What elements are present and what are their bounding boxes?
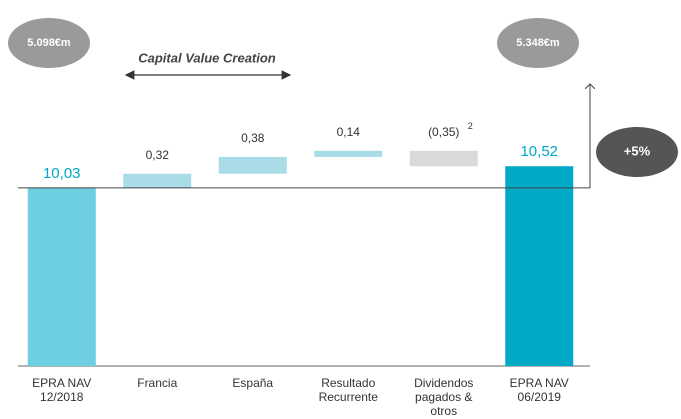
bar	[218, 156, 287, 174]
value-label: (0,35)	[428, 125, 459, 139]
x-tick-label: pagados &	[415, 390, 472, 404]
start-badge	[8, 18, 90, 68]
value-label: 0,38	[241, 131, 265, 145]
bar	[505, 166, 574, 366]
x-tick-label: Francia	[137, 376, 177, 390]
x-tick-label: Dividendos	[414, 376, 473, 390]
change-badge-label: +5%	[624, 143, 651, 158]
start-badge-label: 5.098€m	[27, 37, 71, 49]
x-tick-label: 12/2018	[40, 390, 84, 404]
value-label: 10,52	[520, 143, 558, 160]
end-badge-label: 5.348€m	[516, 37, 560, 49]
bar	[27, 187, 96, 366]
bar	[409, 150, 478, 167]
change-badge	[596, 127, 678, 177]
bracket-label: Capital Value Creation	[138, 50, 276, 65]
x-tick-label: Resultado	[321, 376, 375, 390]
x-tick-label: Recurrente	[319, 390, 379, 404]
end-badge	[497, 18, 579, 68]
value-label: 10,03	[43, 165, 81, 182]
bar	[314, 150, 383, 157]
footnote-mark: 2	[468, 121, 473, 131]
x-tick-label: España	[232, 376, 273, 390]
x-tick-label: EPRA NAV	[510, 376, 569, 390]
bar	[123, 173, 192, 188]
x-tick-label: otros	[430, 404, 457, 418]
x-tick-label: EPRA NAV	[32, 376, 91, 390]
value-label: 0,14	[337, 125, 361, 139]
x-tick-label: 06/2019	[518, 390, 562, 404]
value-label: 0,32	[146, 148, 170, 162]
